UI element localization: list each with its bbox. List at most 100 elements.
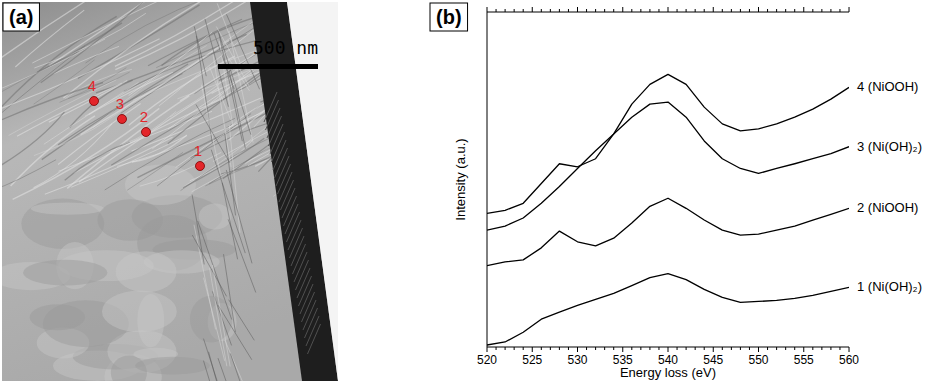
x-tick xyxy=(758,347,759,352)
texture xyxy=(41,2,171,83)
top-tick xyxy=(532,7,533,12)
minor-tick xyxy=(568,9,569,12)
top-tick xyxy=(577,7,578,12)
texture xyxy=(226,170,252,263)
texture xyxy=(129,32,213,95)
x-tick xyxy=(668,347,669,352)
texture xyxy=(217,3,240,62)
minor-tick xyxy=(505,9,506,12)
panel-label-text: (a) xyxy=(9,6,33,28)
x-axis-title: Energy loss (eV) xyxy=(620,365,716,380)
texture xyxy=(116,251,177,292)
texture xyxy=(230,353,259,381)
minor-tick xyxy=(785,347,786,350)
minor-tick xyxy=(776,347,777,350)
minor-tick xyxy=(604,347,605,350)
texture xyxy=(81,41,229,135)
texture xyxy=(192,195,204,265)
minor-tick xyxy=(794,347,795,350)
minor-tick xyxy=(496,347,497,350)
texture xyxy=(97,199,163,241)
x-tick-label: 555 xyxy=(794,353,814,367)
minor-tick xyxy=(559,9,560,12)
minor-tick xyxy=(595,9,596,12)
texture xyxy=(13,108,160,199)
x-tick-label: 550 xyxy=(748,353,768,367)
texture xyxy=(218,305,252,359)
minor-tick xyxy=(559,347,560,350)
point-label: 4 xyxy=(88,77,96,94)
x-tick-label: 530 xyxy=(567,353,587,367)
minor-tick xyxy=(604,9,605,12)
minor-tick xyxy=(541,347,542,350)
minor-tick xyxy=(631,347,632,350)
texture xyxy=(2,160,56,191)
texture xyxy=(308,324,321,354)
x-tick xyxy=(577,347,578,352)
texture xyxy=(71,136,186,188)
minor-tick xyxy=(812,9,813,12)
texture xyxy=(65,142,130,180)
minor-tick xyxy=(550,347,551,350)
minor-tick xyxy=(649,347,650,350)
minor-tick xyxy=(523,347,524,350)
minor-tick xyxy=(749,9,750,12)
top-tick xyxy=(758,7,759,12)
minor-tick xyxy=(830,347,831,350)
spectrum-line xyxy=(487,74,849,213)
x-tick-label: 560 xyxy=(839,353,859,367)
minor-tick xyxy=(686,9,687,12)
texture xyxy=(225,340,246,381)
minor-tick xyxy=(749,347,750,350)
texture xyxy=(198,221,232,320)
spectrum-line xyxy=(487,198,849,265)
minor-tick xyxy=(812,347,813,350)
minor-tick xyxy=(740,9,741,12)
texture xyxy=(17,83,122,136)
texture xyxy=(9,80,117,136)
minor-tick xyxy=(839,9,840,12)
measurement-point xyxy=(142,128,151,137)
minor-tick xyxy=(613,347,614,350)
x-tick xyxy=(487,347,488,352)
texture xyxy=(212,265,230,366)
texture xyxy=(102,291,177,333)
minor-tick xyxy=(631,9,632,12)
x-tick xyxy=(849,347,850,352)
texture xyxy=(229,300,255,341)
texture xyxy=(194,26,206,76)
minor-tick xyxy=(640,347,641,350)
point-label: 1 xyxy=(194,142,202,159)
minor-tick xyxy=(839,347,840,350)
minor-tick xyxy=(514,347,515,350)
top-tick xyxy=(803,7,804,12)
series-label: 4 (NiOOH) xyxy=(857,79,918,94)
texture xyxy=(2,112,64,169)
vacuum xyxy=(287,2,338,381)
panel-label-text: (b) xyxy=(436,6,462,28)
edge-band xyxy=(250,2,338,381)
minor-tick xyxy=(722,347,723,350)
minor-tick xyxy=(550,9,551,12)
micrograph-panel: 500 nm1234 xyxy=(0,0,419,383)
texture xyxy=(2,39,160,110)
minor-tick xyxy=(722,9,723,12)
minor-tick xyxy=(767,9,768,12)
minor-tick xyxy=(767,347,768,350)
scale-bar-label: 500 nm xyxy=(253,37,318,58)
x-tick-label: 525 xyxy=(522,353,542,367)
minor-tick xyxy=(704,9,705,12)
texture xyxy=(79,88,219,182)
top-tick xyxy=(713,7,714,12)
x-tick xyxy=(713,347,714,352)
texture xyxy=(218,31,251,135)
minor-tick xyxy=(677,347,678,350)
y-axis-title: Intensity (a.u.) xyxy=(453,138,468,220)
texture xyxy=(219,33,243,141)
minor-tick xyxy=(695,347,696,350)
texture xyxy=(222,183,237,260)
series-label: 1 (Ni(OH)₂) xyxy=(857,279,922,294)
minor-tick xyxy=(541,9,542,12)
minor-tick xyxy=(523,9,524,12)
top-tick xyxy=(849,7,850,12)
